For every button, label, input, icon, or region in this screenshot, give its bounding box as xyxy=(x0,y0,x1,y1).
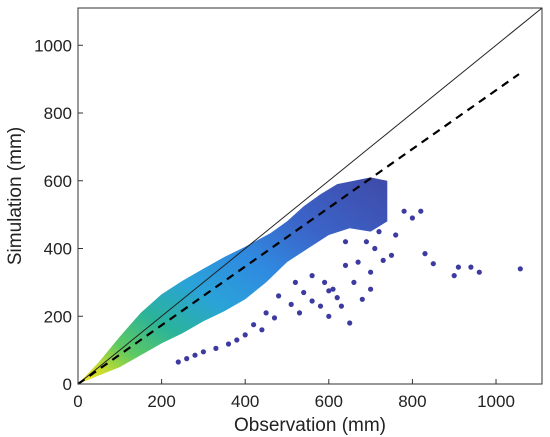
data-point xyxy=(296,310,303,316)
data-point xyxy=(393,232,399,238)
data-point xyxy=(342,262,349,268)
data-point xyxy=(309,298,315,304)
x-tick-label: 0 xyxy=(73,392,82,411)
data-point xyxy=(368,269,374,275)
x-tick-label: 800 xyxy=(398,392,426,411)
data-point xyxy=(455,264,461,270)
plot-frame xyxy=(77,7,543,385)
data-point xyxy=(288,301,294,307)
data-point xyxy=(388,252,395,258)
data-point xyxy=(271,315,278,321)
data-point xyxy=(251,322,257,328)
data-point xyxy=(409,215,415,221)
data-point xyxy=(317,303,324,309)
data-point xyxy=(292,279,298,285)
y-tick-label: 400 xyxy=(44,240,72,259)
y-tick-label: 600 xyxy=(44,172,72,191)
data-point xyxy=(342,239,349,245)
data-point xyxy=(401,208,407,214)
data-point xyxy=(517,266,523,272)
data-point xyxy=(242,332,248,338)
x-tick-label: 400 xyxy=(231,392,259,411)
data-point xyxy=(468,264,474,270)
data-point xyxy=(200,349,206,355)
one-to-one-line xyxy=(77,7,543,385)
data-point xyxy=(351,279,357,285)
data-point xyxy=(213,345,219,351)
data-point xyxy=(192,352,198,358)
data-point xyxy=(430,261,436,267)
data-point xyxy=(225,341,232,347)
data-point xyxy=(363,239,369,245)
regression-line xyxy=(77,73,520,385)
data-point xyxy=(175,359,181,365)
y-axis-label: Simulation (mm) xyxy=(5,127,26,265)
data-point xyxy=(355,259,361,265)
data-point xyxy=(451,273,457,279)
data-point xyxy=(263,310,269,316)
data-point xyxy=(330,286,336,292)
data-point xyxy=(422,251,428,257)
data-point xyxy=(301,289,307,296)
x-tick-label: 600 xyxy=(315,392,343,411)
data-point xyxy=(184,356,190,362)
data-point xyxy=(234,337,240,343)
y-tick-label: 200 xyxy=(44,307,72,326)
x-tick-label: 200 xyxy=(147,392,175,411)
data-point xyxy=(326,313,332,319)
data-point xyxy=(359,296,365,302)
data-point xyxy=(309,273,315,279)
data-point xyxy=(347,320,353,326)
data-point xyxy=(326,288,332,294)
data-point xyxy=(338,303,344,309)
x-axis-label: Observation (mm) xyxy=(234,415,386,436)
data-point xyxy=(476,269,482,275)
data-point xyxy=(334,295,340,301)
data-point xyxy=(372,245,378,252)
data-point xyxy=(322,279,328,285)
y-tick-label: 800 xyxy=(44,104,72,123)
data-point xyxy=(376,229,382,235)
data-point xyxy=(259,327,265,333)
y-tick-label: 1000 xyxy=(34,36,72,55)
y-tick-label: 0 xyxy=(63,375,72,394)
data-point xyxy=(368,286,374,292)
data-point xyxy=(418,208,424,214)
data-point xyxy=(276,293,282,299)
x-tick-label: 1000 xyxy=(477,392,515,411)
density-band xyxy=(78,177,388,384)
data-point xyxy=(380,257,386,263)
